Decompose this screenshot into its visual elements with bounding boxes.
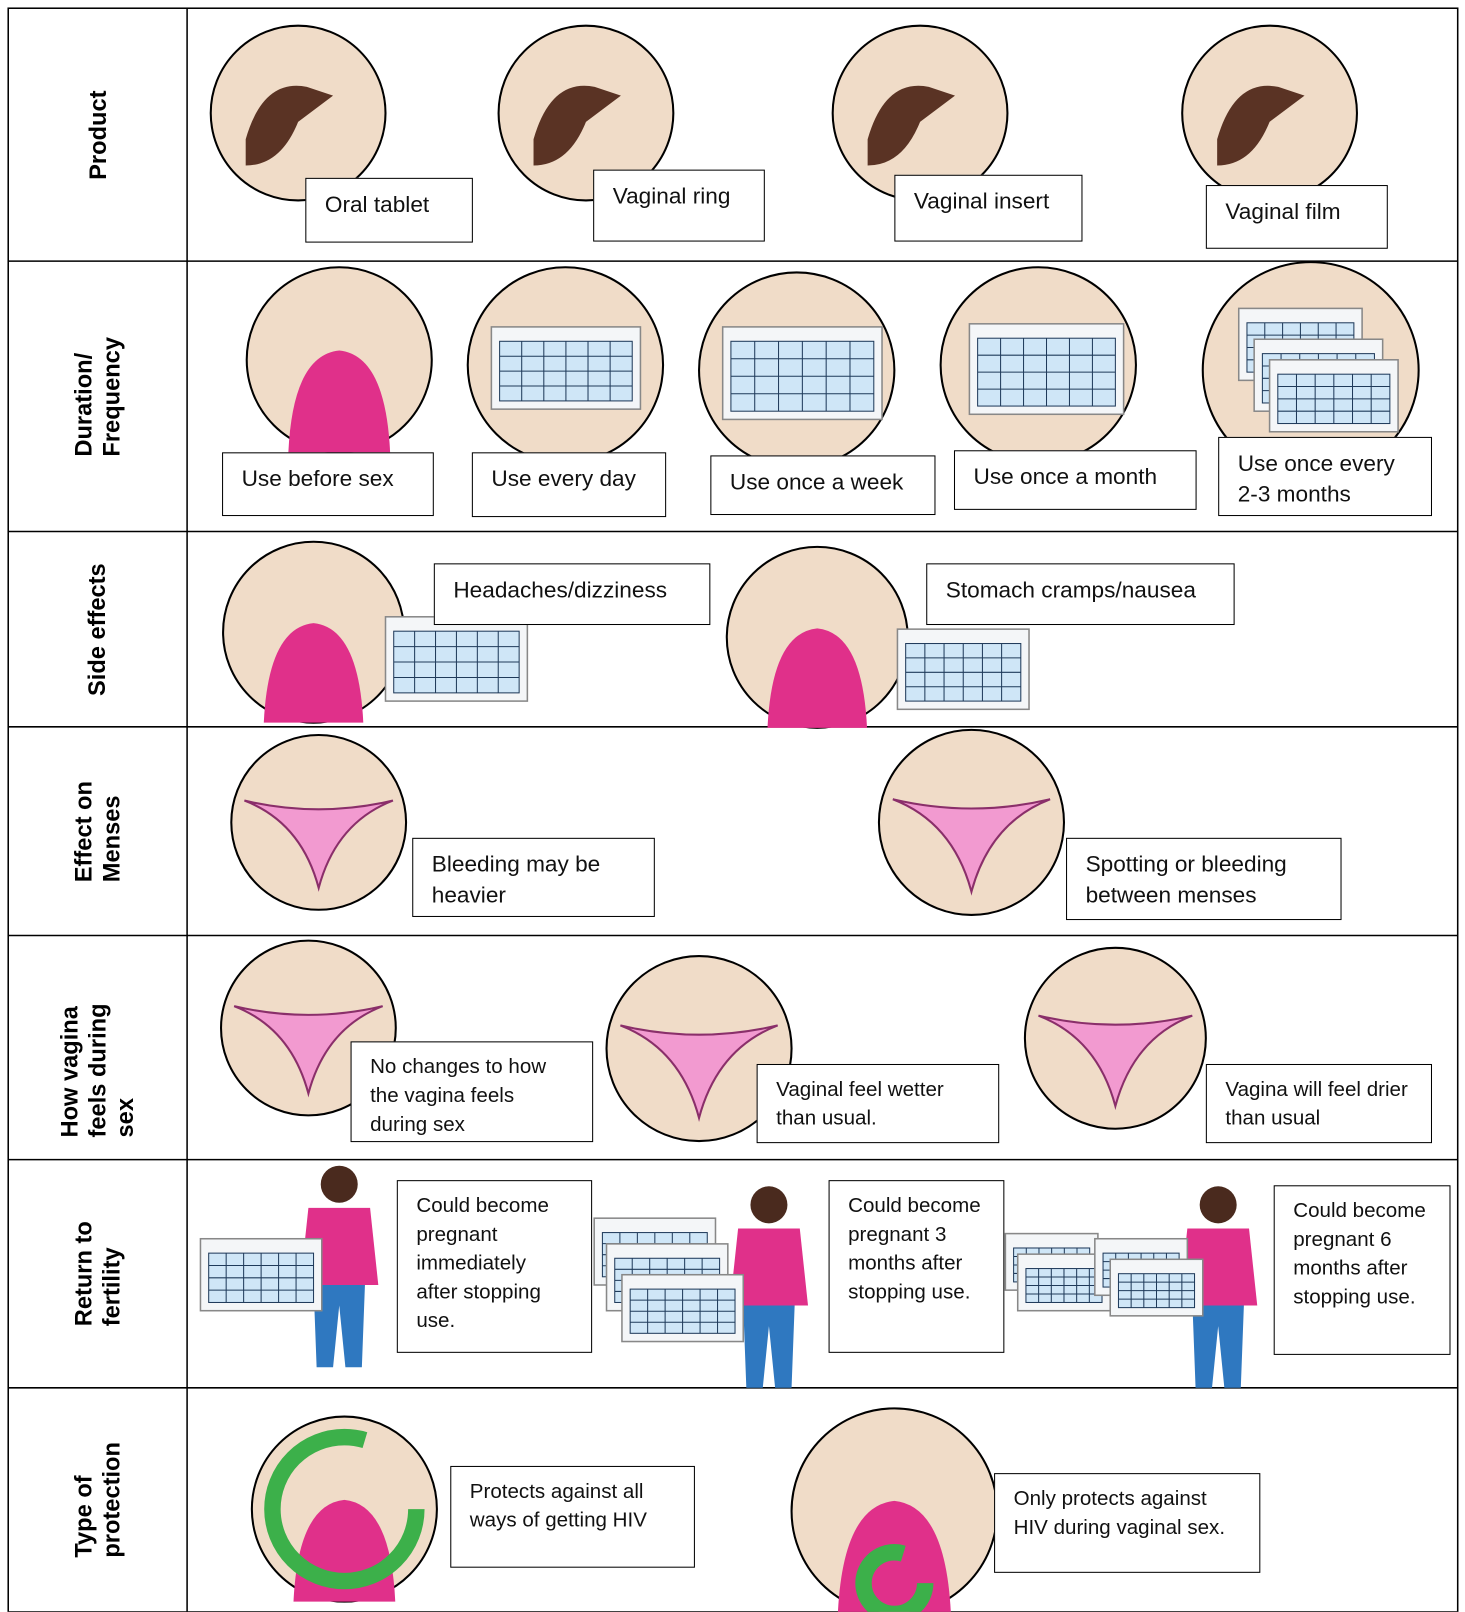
hand — [1217, 85, 1305, 166]
row-label: Return to fertility — [8, 1160, 187, 1388]
underwear — [244, 799, 394, 892]
underwear — [892, 798, 1051, 896]
hand — [245, 85, 334, 166]
row-label-text: Product — [83, 90, 111, 180]
caption-box: Use once every 2-3 months — [1218, 436, 1433, 517]
caption-box: Oral tablet — [305, 177, 473, 243]
person-jeans — [743, 1305, 795, 1388]
person-top — [729, 1228, 809, 1306]
caption-box: Vaginal feel wetter than usual. — [756, 1063, 1000, 1144]
person — [288, 350, 391, 453]
row-label-text: How vagina feels during sex — [56, 1002, 139, 1137]
row-label: Side effects — [8, 531, 187, 726]
caption-box: Stomach cramps/nausea — [926, 563, 1235, 626]
hand — [867, 85, 956, 166]
underwear — [620, 1024, 779, 1122]
caption-box: Bleeding may be heavier — [412, 837, 655, 917]
caption-box: Vagina will feel drier than usual — [1205, 1063, 1433, 1144]
caption-box: Use once a week — [710, 455, 936, 516]
row-label-text: Return to fertility — [69, 1221, 125, 1327]
caption-box: Vaginal insert — [894, 174, 1083, 242]
person-head — [1199, 1186, 1237, 1224]
underwear — [1038, 1014, 1193, 1111]
caption-box: Use before sex — [222, 452, 434, 517]
row-label-text: Type of protection — [69, 1442, 125, 1558]
person — [767, 628, 868, 728]
caption-box: Only protects against HIV during vaginal… — [994, 1473, 1261, 1573]
caption-box: Use once a month — [953, 450, 1197, 510]
underwear — [233, 1005, 384, 1098]
person-head — [750, 1186, 788, 1224]
row-label: Type of protection — [8, 1388, 187, 1612]
row-label: Effect on Menses — [8, 727, 187, 936]
hand — [533, 85, 621, 166]
person-jeans — [1192, 1305, 1244, 1388]
person-head — [320, 1165, 358, 1203]
row-label-text: Side effects — [83, 562, 111, 696]
caption-box: Could become pregnant immediately after … — [396, 1180, 593, 1353]
protection-ring — [264, 1428, 425, 1590]
row-label: Duration/ Frequency — [8, 261, 187, 531]
caption-box: Vaginal film — [1205, 185, 1388, 249]
caption-box: Could become pregnant 6 months after sto… — [1273, 1185, 1451, 1355]
row-label: Product — [8, 8, 187, 261]
row-label: How vagina feels during sex — [8, 935, 187, 1159]
row-label-text: Duration/ Frequency — [69, 336, 125, 457]
caption-box: Vaginal ring — [593, 169, 765, 242]
person — [263, 623, 364, 723]
caption-box: Headaches/dizziness — [433, 563, 711, 626]
person-jeans — [313, 1285, 365, 1368]
caption-box: No changes to how the vagina feels durin… — [350, 1041, 594, 1143]
caption-box: Could become pregnant 3 months after sto… — [828, 1180, 1005, 1353]
caption-box: Use every day — [471, 452, 667, 518]
protection-ring — [855, 1544, 934, 1612]
row-label-text: Effect on Menses — [69, 780, 125, 882]
caption-box: Spotting or bleeding between menses — [1066, 837, 1342, 921]
caption-box: Protects against all ways of getting HIV — [450, 1465, 695, 1568]
